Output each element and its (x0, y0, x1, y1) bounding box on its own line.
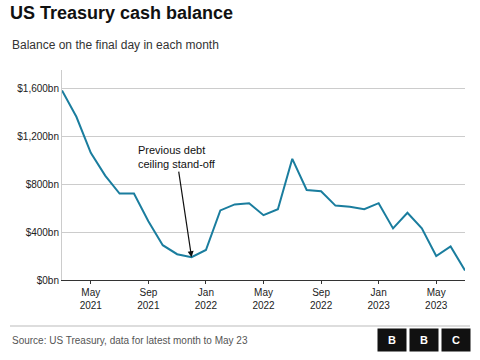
svg-text:Sep2021: Sep2021 (137, 287, 160, 311)
svg-text:B: B (420, 334, 428, 346)
svg-text:Balance on the final day in ea: Balance on the final day in each month (12, 38, 219, 52)
svg-text:Source: US Treasury, data for: Source: US Treasury, data for latest mon… (12, 335, 248, 346)
svg-text:C: C (452, 334, 460, 346)
svg-text:Previous debtceiling stand-off: Previous debtceiling stand-off (138, 144, 216, 170)
svg-text:May2021: May2021 (80, 287, 103, 311)
svg-text:$1,600bn: $1,600bn (17, 83, 59, 94)
svg-text:$800bn: $800bn (26, 179, 59, 190)
svg-text:Jan2022: Jan2022 (195, 287, 218, 311)
svg-text:B: B (388, 334, 396, 346)
svg-text:May2022: May2022 (252, 287, 275, 311)
svg-text:US Treasury cash balance: US Treasury cash balance (10, 3, 233, 23)
svg-text:Jan2023: Jan2023 (368, 287, 391, 311)
svg-text:Sep2022: Sep2022 (310, 287, 333, 311)
svg-text:$400bn: $400bn (26, 227, 59, 238)
svg-text:May2023: May2023 (425, 287, 448, 311)
svg-text:$1,200bn: $1,200bn (17, 131, 59, 142)
svg-text:$0bn: $0bn (37, 275, 59, 286)
